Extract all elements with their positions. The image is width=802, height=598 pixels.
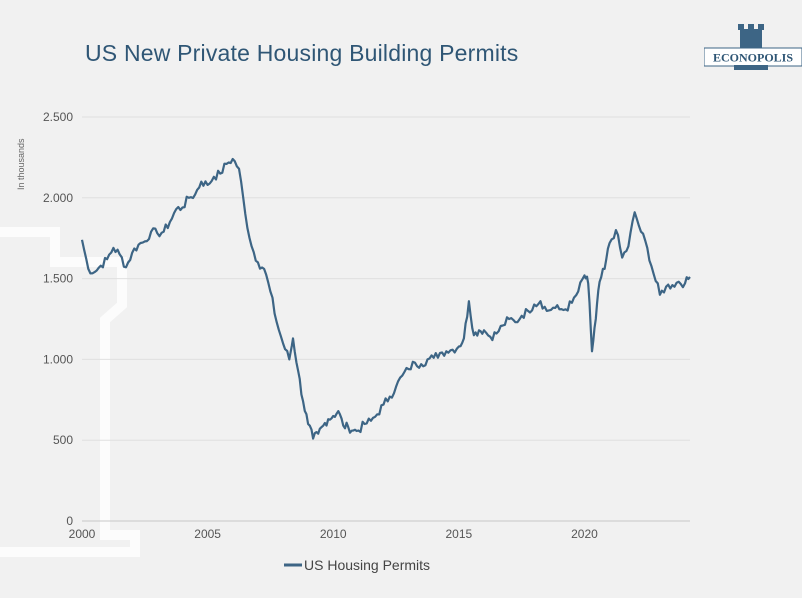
chart-title: US New Private Housing Building Permits [85, 40, 519, 66]
x-tick-label: 2005 [194, 527, 221, 541]
y-tick-labels: 0 500 1.000 1.500 2.000 2.500 [43, 110, 73, 528]
y-tick-label: 2.000 [43, 191, 73, 205]
y-tick-label: 1.500 [43, 272, 73, 286]
y-tick-label: 2.500 [43, 110, 73, 124]
y-tick-label: 1.000 [43, 352, 73, 366]
x-tick-label: 2010 [320, 527, 347, 541]
y-axis-label: In thousands [16, 138, 26, 190]
x-tick-label: 2015 [446, 527, 473, 541]
econopolis-logo: ECONOPOLIS [704, 24, 802, 70]
y-tick-label: 500 [53, 433, 73, 447]
y-tick-label: 0 [66, 514, 73, 528]
logo-text: ECONOPOLIS [713, 51, 793, 65]
watermark-shape [0, 227, 140, 557]
x-tick-labels: 2000 2005 2010 2015 2020 [69, 527, 599, 541]
x-tick-label: 2020 [571, 527, 598, 541]
x-tick-label: 2000 [69, 527, 96, 541]
series-line-us-housing-permits [80, 157, 691, 440]
grid [82, 116, 690, 522]
legend-label: US Housing Permits [304, 557, 430, 573]
legend: US Housing Permits [284, 557, 430, 573]
